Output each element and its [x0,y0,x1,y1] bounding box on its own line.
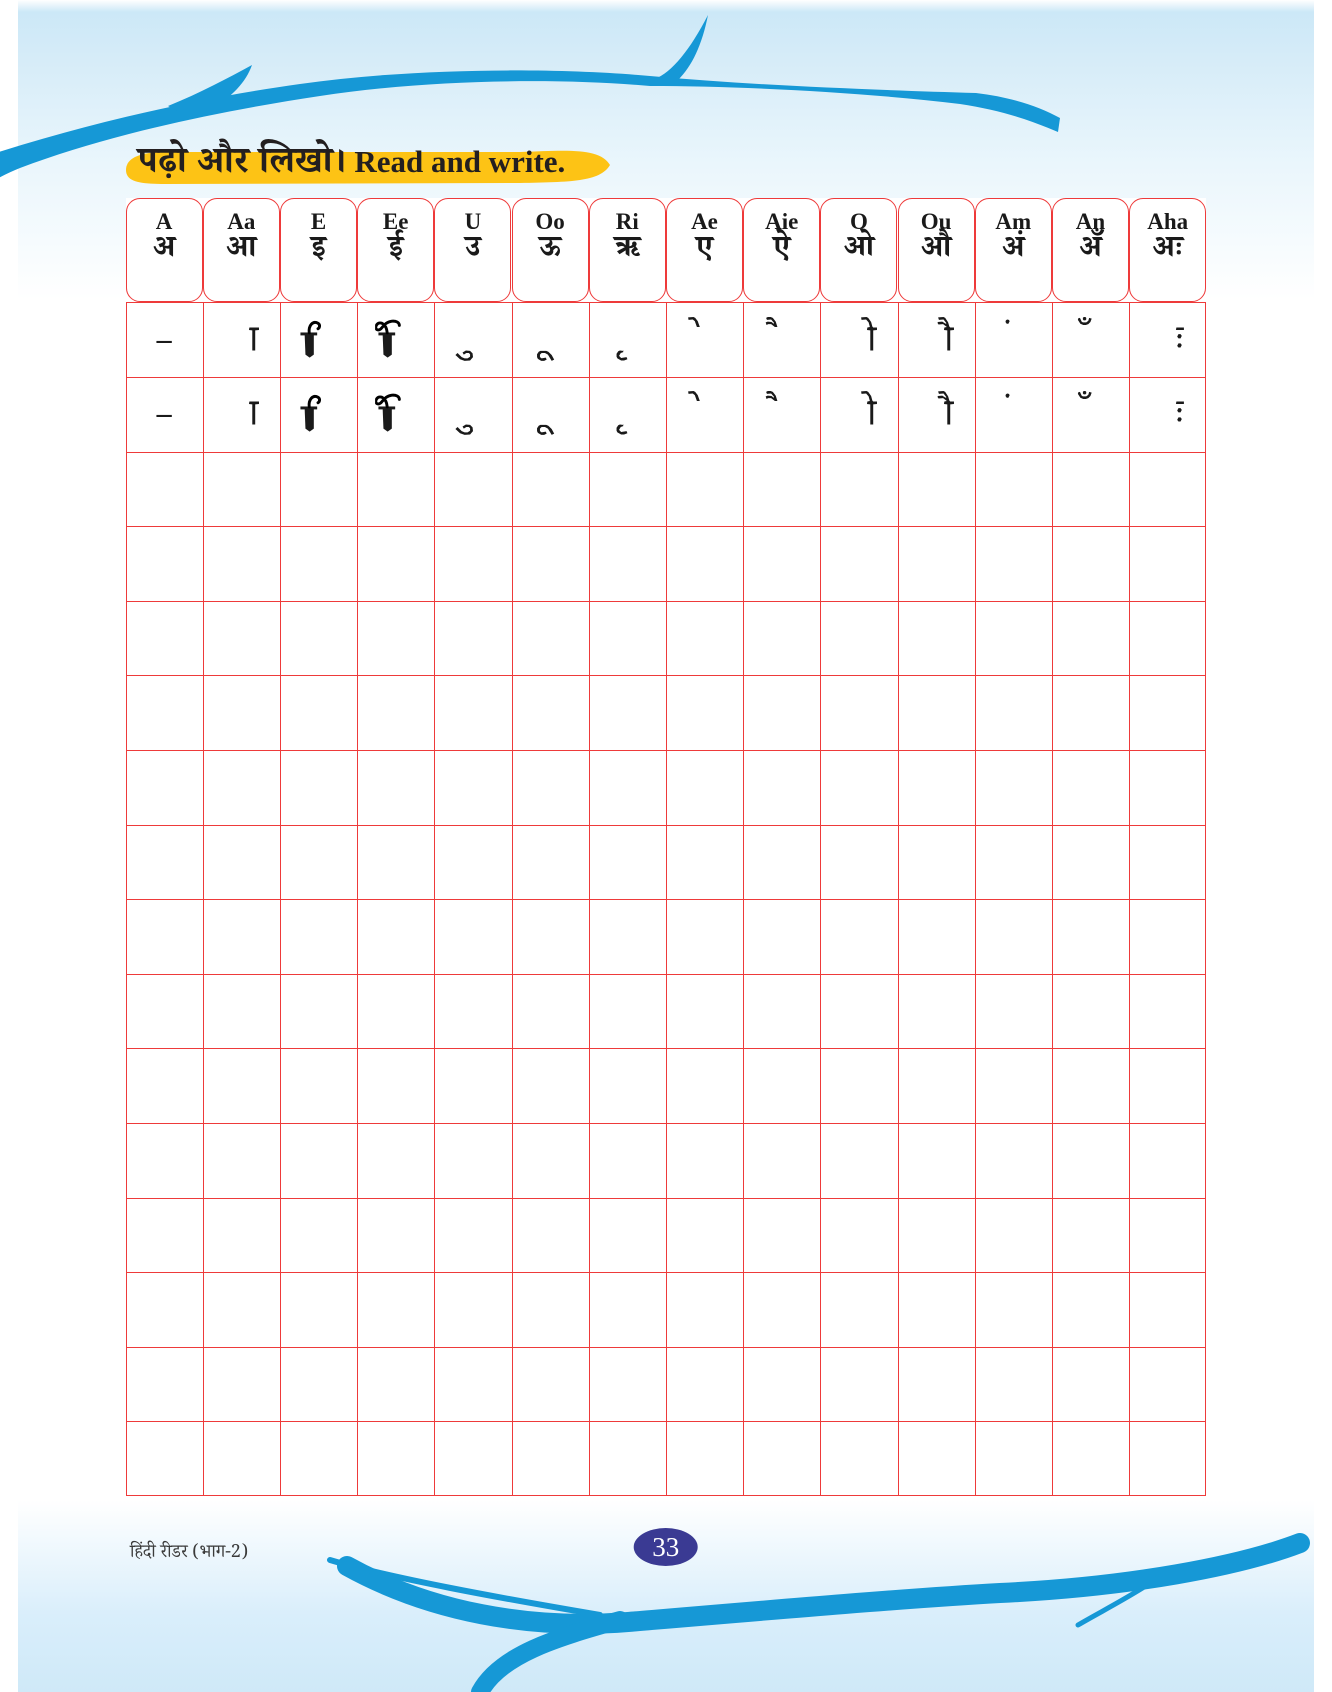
svg-text:33: 33 [652,1532,679,1562]
